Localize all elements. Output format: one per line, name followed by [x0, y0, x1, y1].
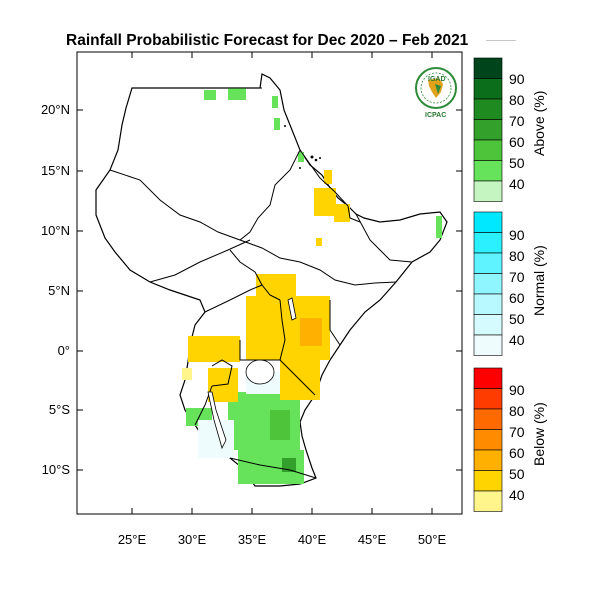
lat-label-0: 0° [57, 343, 70, 358]
border-tanzania-north [279, 359, 316, 396]
icpac-logo: IGAD ICPAC [411, 66, 461, 122]
logo-bottom-text: ICPAC [425, 112, 447, 119]
latitude-ticks [77, 109, 462, 471]
lat-label-10s: 10°S [41, 462, 70, 477]
below-tick-90: 90 [509, 382, 525, 398]
lon-label-50e: 50°E [417, 532, 447, 547]
below-tick-80: 80 [509, 403, 525, 419]
longitude-ticks [131, 52, 433, 514]
lat-label-15n: 15°N [40, 163, 70, 178]
border-ethiopia-west [239, 239, 397, 286]
cell-above-70 [282, 458, 296, 472]
lake-turkana [287, 297, 297, 321]
below-title: Below (%) [531, 402, 547, 466]
cell-above-sudan-north-2 [228, 88, 246, 100]
normal-tick-70: 70 [509, 269, 525, 285]
cell-above-somalia-tip [436, 216, 442, 238]
country-borders [109, 87, 413, 479]
cell-below-ethiopia-2 [316, 238, 322, 246]
below-tick-70: 70 [509, 424, 525, 440]
cell-above-coast-3 [298, 152, 304, 162]
lon-label-35e: 35°E [237, 532, 267, 547]
border-kenya-somalia [329, 300, 341, 346]
normal-tick-40: 40 [509, 332, 525, 348]
forecast-cells [182, 88, 442, 484]
normal-tick-60: 60 [509, 290, 525, 306]
cell-above-coast-2 [274, 118, 280, 130]
lon-label-40e: 40°E [297, 532, 327, 547]
lat-label-5s: 5°S [48, 402, 70, 417]
lakes [207, 297, 297, 450]
normal-tick-50: 50 [509, 311, 525, 327]
normal-title: Normal (%) [531, 245, 547, 316]
logo-top-text: IGAD [428, 76, 446, 83]
lake-tanganyika [207, 391, 227, 450]
logo-emblem-icon [415, 67, 457, 109]
map-frame [76, 51, 463, 515]
above-tick-70: 70 [509, 113, 525, 129]
cell-below-40 [182, 368, 192, 380]
below-tick-60: 60 [509, 445, 525, 461]
normal-tick-90: 90 [509, 227, 525, 243]
lon-label-25e: 25°E [117, 532, 147, 547]
above-tick-60: 60 [509, 134, 525, 150]
cell-below-eritrea-2 [324, 170, 332, 184]
border-ssudan-east [229, 249, 263, 286]
border-djibouti [347, 205, 361, 223]
lon-label-30e: 30°E [177, 532, 207, 547]
title-rule [486, 40, 516, 41]
map-title: Rainfall Probabilistic Forecast for Dec … [66, 32, 469, 49]
below-tick-50: 50 [509, 466, 525, 482]
cell-above-coast [272, 96, 278, 108]
border-uganda-kenya [279, 299, 286, 361]
border-ssudan-uganda [204, 284, 281, 313]
cell-below-drc [188, 336, 240, 362]
lat-label-10n: 10°N [40, 223, 70, 238]
coastal-islands [284, 125, 321, 169]
below-tick-40: 40 [509, 487, 525, 503]
lat-label-20n: 20°N [40, 102, 70, 117]
border-uganda-south [239, 340, 280, 361]
lon-label-45e: 45°E [357, 532, 387, 547]
cell-below-60 [300, 318, 322, 346]
border-sudan-ssudan [149, 239, 251, 283]
border-rwanda-burundi [211, 359, 233, 387]
cell-above-sudan-north [204, 90, 216, 100]
cell-below-eritrea [334, 204, 350, 222]
cell-below-ssudan [256, 274, 296, 298]
normal-tick-80: 80 [509, 248, 525, 264]
lake-victoria [245, 359, 275, 385]
above-tick-50: 50 [509, 155, 525, 171]
lat-label-5n: 5°N [48, 283, 70, 298]
cell-below-ethiopia [314, 188, 336, 216]
above-tick-90: 90 [509, 71, 525, 87]
border-tanzania-south [229, 457, 317, 479]
border-eritrea [299, 149, 349, 207]
cell-above-60 [270, 410, 290, 440]
border-ethiopia-somalia [355, 213, 413, 263]
above-tick-40: 40 [509, 176, 525, 192]
above-title: Above (%) [531, 90, 547, 156]
above-tick-80: 80 [509, 92, 525, 108]
